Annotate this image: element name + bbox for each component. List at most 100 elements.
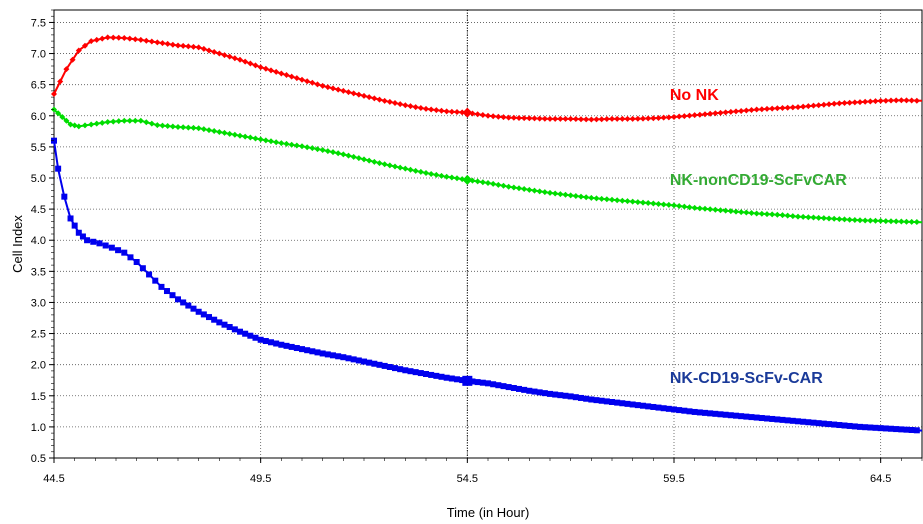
data-point [722, 109, 729, 116]
data-point [371, 360, 378, 367]
data-point [309, 145, 316, 152]
data-point [655, 404, 662, 411]
data-point [805, 103, 812, 110]
y-axis-title: Cell Index [10, 215, 25, 273]
data-point [872, 424, 879, 431]
data-point [428, 106, 435, 113]
data-point [273, 68, 280, 75]
data-point [90, 238, 97, 245]
data-point [51, 91, 57, 97]
data-point [474, 111, 481, 118]
data-point [304, 347, 311, 354]
data-point [748, 210, 755, 216]
data-point [273, 340, 280, 347]
data-point [629, 401, 636, 408]
data-point [795, 213, 801, 220]
data-point [686, 204, 693, 211]
data-point [784, 417, 791, 424]
data-point [572, 193, 579, 200]
data-point [448, 108, 455, 115]
data-point [345, 89, 352, 96]
data-point [412, 104, 419, 111]
data-point [774, 211, 781, 218]
data-point [500, 114, 507, 121]
data-point [862, 98, 869, 105]
data-point [665, 114, 672, 121]
data-point [857, 99, 863, 106]
data-point [789, 417, 796, 424]
data-point [324, 84, 331, 91]
data-point [634, 402, 641, 409]
data-point [381, 161, 388, 168]
y-tick-label: 6.0 [31, 111, 46, 123]
data-point [733, 108, 739, 115]
data-point [206, 127, 212, 134]
data-point [779, 416, 786, 423]
data-point [738, 107, 745, 114]
data-point [531, 187, 538, 194]
data-point [609, 115, 615, 122]
series-2 [51, 137, 923, 434]
data-point [831, 100, 838, 107]
series-1 [51, 106, 923, 226]
data-point [423, 105, 429, 112]
data-point [619, 400, 626, 407]
data-point [345, 355, 352, 362]
series-label: NK-nonCD19-ScFvCAR [670, 172, 847, 189]
x-axis-title: Time (in Hour) [447, 505, 530, 520]
data-point [769, 211, 776, 218]
data-point [314, 349, 321, 356]
data-point [319, 82, 326, 89]
data-point [810, 419, 817, 426]
data-point [247, 332, 254, 339]
data-point [774, 416, 781, 423]
data-point [350, 153, 357, 160]
data-point [593, 397, 600, 404]
data-point [262, 338, 269, 345]
data-point [63, 66, 70, 73]
data-point [495, 181, 502, 188]
data-point [115, 118, 122, 125]
data-point [578, 394, 584, 401]
data-point [397, 101, 404, 108]
data-point [645, 200, 652, 207]
data-point [857, 423, 863, 430]
data-point [361, 156, 367, 163]
data-point [800, 418, 807, 425]
data-point [598, 397, 605, 404]
data-point [826, 215, 832, 222]
x-axis: 44.5 49.5 54.5 59.5 64.5 [43, 458, 923, 485]
data-point [324, 351, 331, 358]
data-point [820, 420, 827, 427]
data-point [836, 216, 843, 223]
data-point [407, 103, 414, 110]
data-point [634, 199, 641, 206]
data-point [727, 108, 734, 115]
data-point [562, 115, 569, 122]
data-point [660, 114, 667, 121]
data-point [609, 196, 615, 203]
data-point [867, 98, 874, 105]
data-point [893, 218, 900, 225]
y-tick-label: 3.5 [31, 266, 46, 278]
data-point [121, 35, 128, 41]
data-point [898, 426, 905, 433]
data-point [603, 116, 610, 123]
data-point [815, 102, 822, 109]
data-point [355, 155, 362, 162]
data-point [841, 422, 848, 429]
data-point [836, 100, 843, 107]
data-point [206, 314, 212, 321]
data-point [650, 403, 657, 410]
data-point [190, 43, 197, 50]
data-point [521, 115, 528, 122]
data-point [500, 182, 507, 189]
data-point [180, 42, 187, 49]
data-point [862, 217, 869, 224]
data-point [733, 412, 739, 419]
x-tick-label: 49.5 [250, 473, 271, 485]
data-point [516, 385, 522, 392]
data-point [846, 422, 853, 429]
data-point [121, 249, 128, 256]
data-point [366, 94, 373, 101]
